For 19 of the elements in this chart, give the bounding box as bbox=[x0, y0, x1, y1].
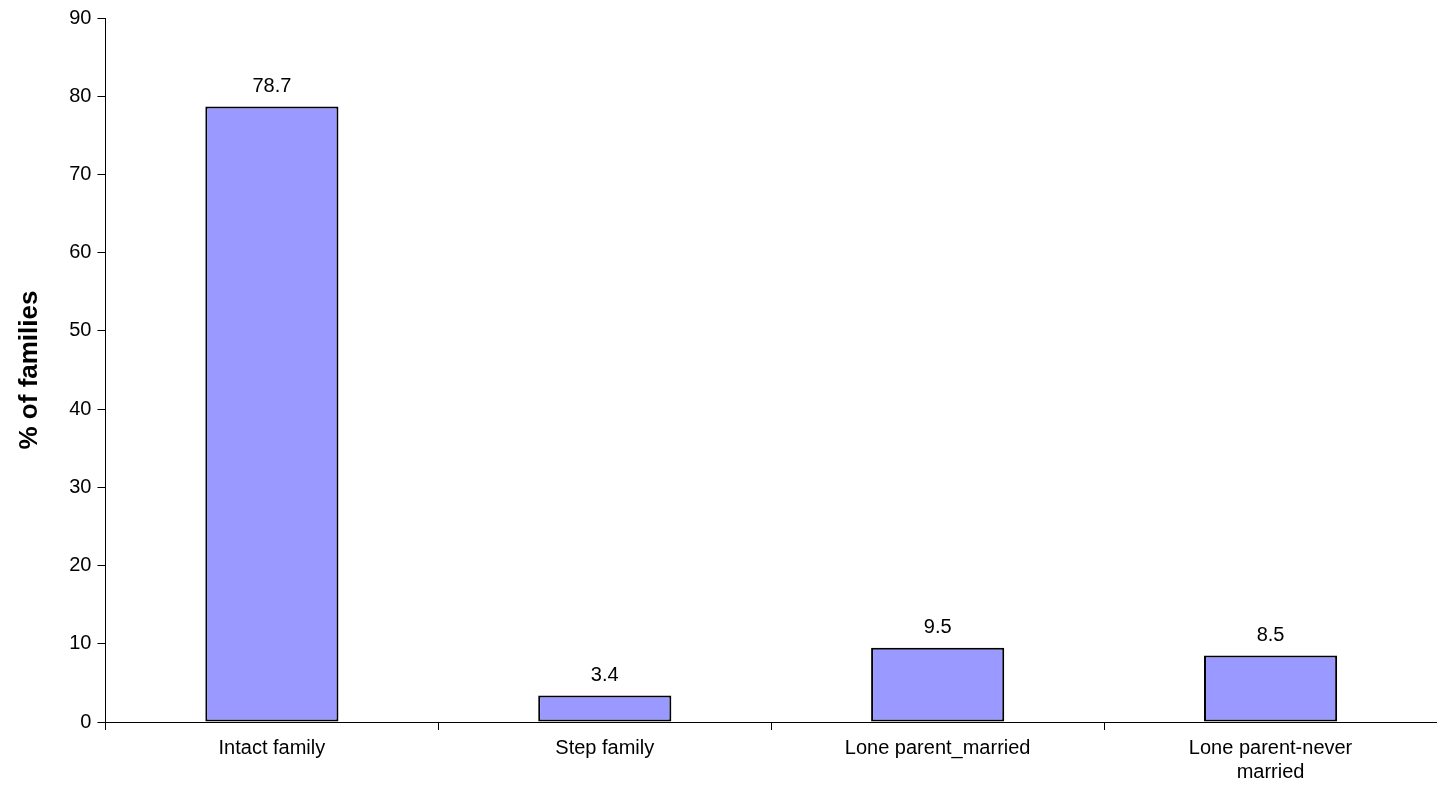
x-tick-label: Lone parent-never married bbox=[1188, 735, 1353, 782]
y-tick-label: 90 bbox=[69, 5, 92, 28]
data-label: 8.5 bbox=[1256, 623, 1285, 646]
y-tick-label: 60 bbox=[69, 240, 92, 263]
y-axis-title: % of families bbox=[12, 290, 43, 450]
y-tick-label: 40 bbox=[69, 396, 92, 419]
x-tick-label: Lone parent_married bbox=[844, 735, 1031, 759]
data-label: 78.7 bbox=[252, 73, 292, 96]
data-label: 9.5 bbox=[923, 615, 952, 638]
y-tick-label: 20 bbox=[69, 553, 92, 576]
y-tick-label: 30 bbox=[69, 474, 92, 497]
x-tick-label: Step family bbox=[555, 735, 655, 758]
y-tick-label: 80 bbox=[69, 83, 92, 106]
y-tick-label: 70 bbox=[69, 161, 92, 184]
data-label: 3.4 bbox=[590, 662, 619, 685]
y-tick-label: 10 bbox=[69, 631, 92, 654]
y-tick-label: 50 bbox=[69, 318, 92, 341]
y-tick-label: 0 bbox=[80, 709, 92, 732]
x-tick-label: Intact family bbox=[218, 735, 326, 758]
